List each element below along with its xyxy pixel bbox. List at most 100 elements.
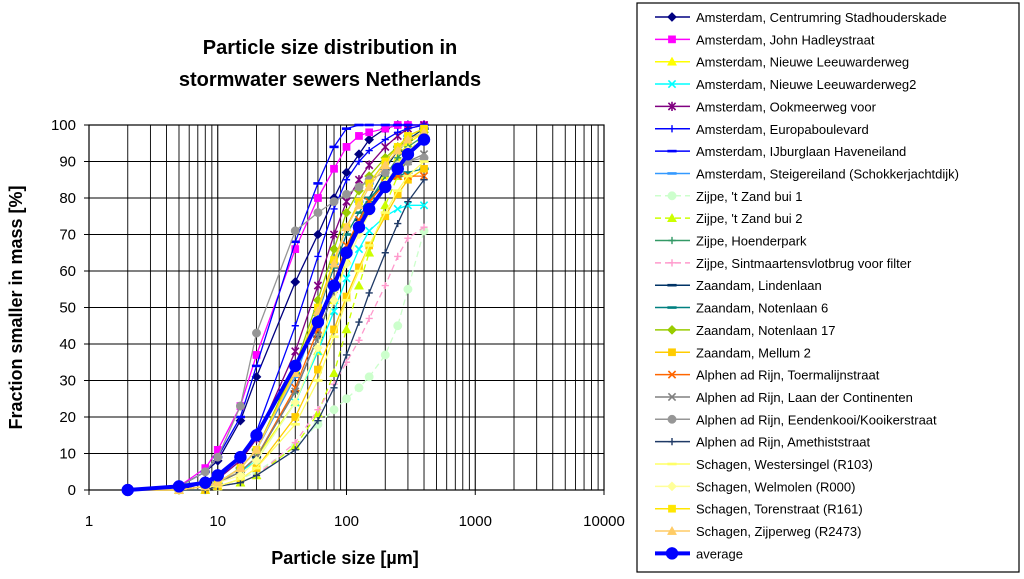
- data-point: [420, 176, 428, 184]
- legend-label: Zaandam, Lindenlaan: [696, 278, 822, 293]
- data-point: [380, 200, 391, 210]
- data-point: [352, 220, 366, 234]
- data-point: [327, 279, 341, 292]
- legend-label: Zaandam, Notenlaan 17: [696, 323, 835, 338]
- legend-label: Alphen ad Rijn, Amethiststraat: [696, 435, 871, 450]
- legend-label: Amsterdam, Europaboulevard: [696, 122, 869, 137]
- legend-label: Zaandam, Notenlaan 6: [696, 301, 828, 316]
- data-point: [291, 322, 299, 330]
- data-point: [329, 244, 339, 255]
- legend-label: Zijpe, 't Zand bui 2: [696, 211, 803, 226]
- legend-frame: [636, 2, 1020, 573]
- y-tick-label: 50: [59, 300, 76, 317]
- data-point: [314, 406, 322, 414]
- data-point: [121, 483, 135, 497]
- data-point: [420, 223, 428, 231]
- data-point: [250, 429, 263, 442]
- y-tick-label: 70: [59, 227, 76, 244]
- data-point: [666, 56, 678, 66]
- legend-label: Alphen ad Rijn, Laan der Continenten: [696, 390, 913, 405]
- data-point: [354, 383, 364, 393]
- legend-label: Amsterdam, Nieuwe Leeuwarderweg2: [696, 77, 916, 92]
- data-point: [235, 415, 246, 426]
- legend-item: Zaandam, Notenlaan 6: [655, 301, 828, 316]
- data-point: [379, 180, 392, 194]
- x-tick-label: 10: [209, 513, 226, 530]
- legend-item: Alphen ad Rijn, Amethiststraat: [655, 435, 871, 450]
- y-tick-label: 30: [59, 373, 76, 390]
- legend-item: Zaandam, Lindenlaan: [655, 278, 822, 293]
- data-point: [391, 162, 404, 176]
- data-point: [290, 397, 301, 408]
- legend-label: Zijpe, Hoenderpark: [696, 234, 807, 249]
- data-point: [365, 314, 373, 323]
- data-point: [394, 128, 402, 136]
- data-point: [401, 147, 415, 161]
- data-point: [355, 132, 363, 140]
- legend-label: Zijpe, Sintmaartensvlotbrug voor filter: [696, 256, 912, 271]
- data-point: [666, 525, 678, 535]
- data-point: [365, 128, 374, 137]
- legend-item: Alphen ad Rijn, Laan der Continenten: [655, 390, 913, 405]
- series-line: [127, 153, 425, 491]
- legend-item: Alphen ad Rijn, Toermalijnstraat: [655, 368, 880, 383]
- series: [123, 226, 429, 495]
- data-point: [172, 480, 186, 493]
- legend-item: Schagen, Torenstraat (R161): [655, 502, 863, 517]
- data-point: [404, 234, 412, 242]
- data-point: [328, 368, 340, 378]
- data-point: [353, 200, 365, 210]
- data-point: [380, 160, 391, 169]
- y-tick-label: 20: [59, 409, 76, 426]
- data-point: [355, 336, 363, 344]
- data-point: [667, 324, 677, 335]
- data-point: [365, 146, 373, 155]
- data-point: [312, 229, 323, 240]
- legend-label: Zijpe, 't Zand bui 1: [696, 189, 803, 204]
- data-point: [235, 401, 245, 411]
- data-point: [251, 444, 262, 454]
- data-point: [668, 348, 676, 357]
- data-point: [353, 280, 365, 290]
- data-point: [251, 455, 262, 466]
- legend: Amsterdam, Centrumring Stadhouderskade Am…: [636, 2, 1020, 573]
- data-point: [330, 384, 338, 392]
- data-point: [668, 35, 676, 44]
- legend-item: Amsterdam, Nieuwe Leeuwarderweg2: [655, 77, 916, 92]
- data-point: [329, 229, 339, 240]
- data-point: [365, 289, 373, 297]
- data-point: [291, 438, 299, 447]
- data-point: [330, 205, 338, 213]
- data-point: [313, 281, 323, 291]
- legend-label: Schagen, Zijperweg (R2473): [696, 524, 861, 539]
- data-point: [667, 12, 677, 22]
- data-point: [330, 325, 338, 334]
- data-point: [291, 446, 299, 454]
- data-point: [419, 201, 429, 210]
- data-point: [330, 164, 338, 173]
- legend-label: Amsterdam, Nieuwe Leeuwarderweg: [696, 55, 909, 70]
- series-line: [127, 161, 425, 491]
- legend-item: Zijpe, 't Zand bui 2: [655, 211, 803, 226]
- legend-item: Zaandam, Notenlaan 17: [655, 323, 835, 338]
- x-tick-label: 1: [85, 513, 93, 530]
- data-point: [419, 171, 429, 181]
- data-point: [234, 450, 247, 464]
- data-point: [667, 414, 677, 424]
- chart-title: Particle size distribution in stormwater …: [179, 37, 481, 91]
- data-point: [381, 136, 389, 144]
- series: [123, 160, 429, 492]
- data-point: [314, 252, 322, 260]
- series: [121, 133, 431, 497]
- legend-label: Schagen, Westersingel (R103): [696, 457, 873, 472]
- y-tick-label: 0: [68, 482, 76, 499]
- x-tick-label: 100: [334, 513, 359, 530]
- data-point: [342, 394, 351, 404]
- legend-label: Alphen ad Rijn, Toermalijnstraat: [696, 368, 880, 383]
- data-point: [213, 452, 223, 462]
- data-point: [314, 417, 322, 425]
- data-point: [381, 142, 390, 152]
- series-line: [127, 124, 424, 491]
- legend-label: Amsterdam, IJburglaan Haveneiland: [696, 144, 906, 159]
- legend-item: Zaandam, Mellum 2: [655, 345, 811, 360]
